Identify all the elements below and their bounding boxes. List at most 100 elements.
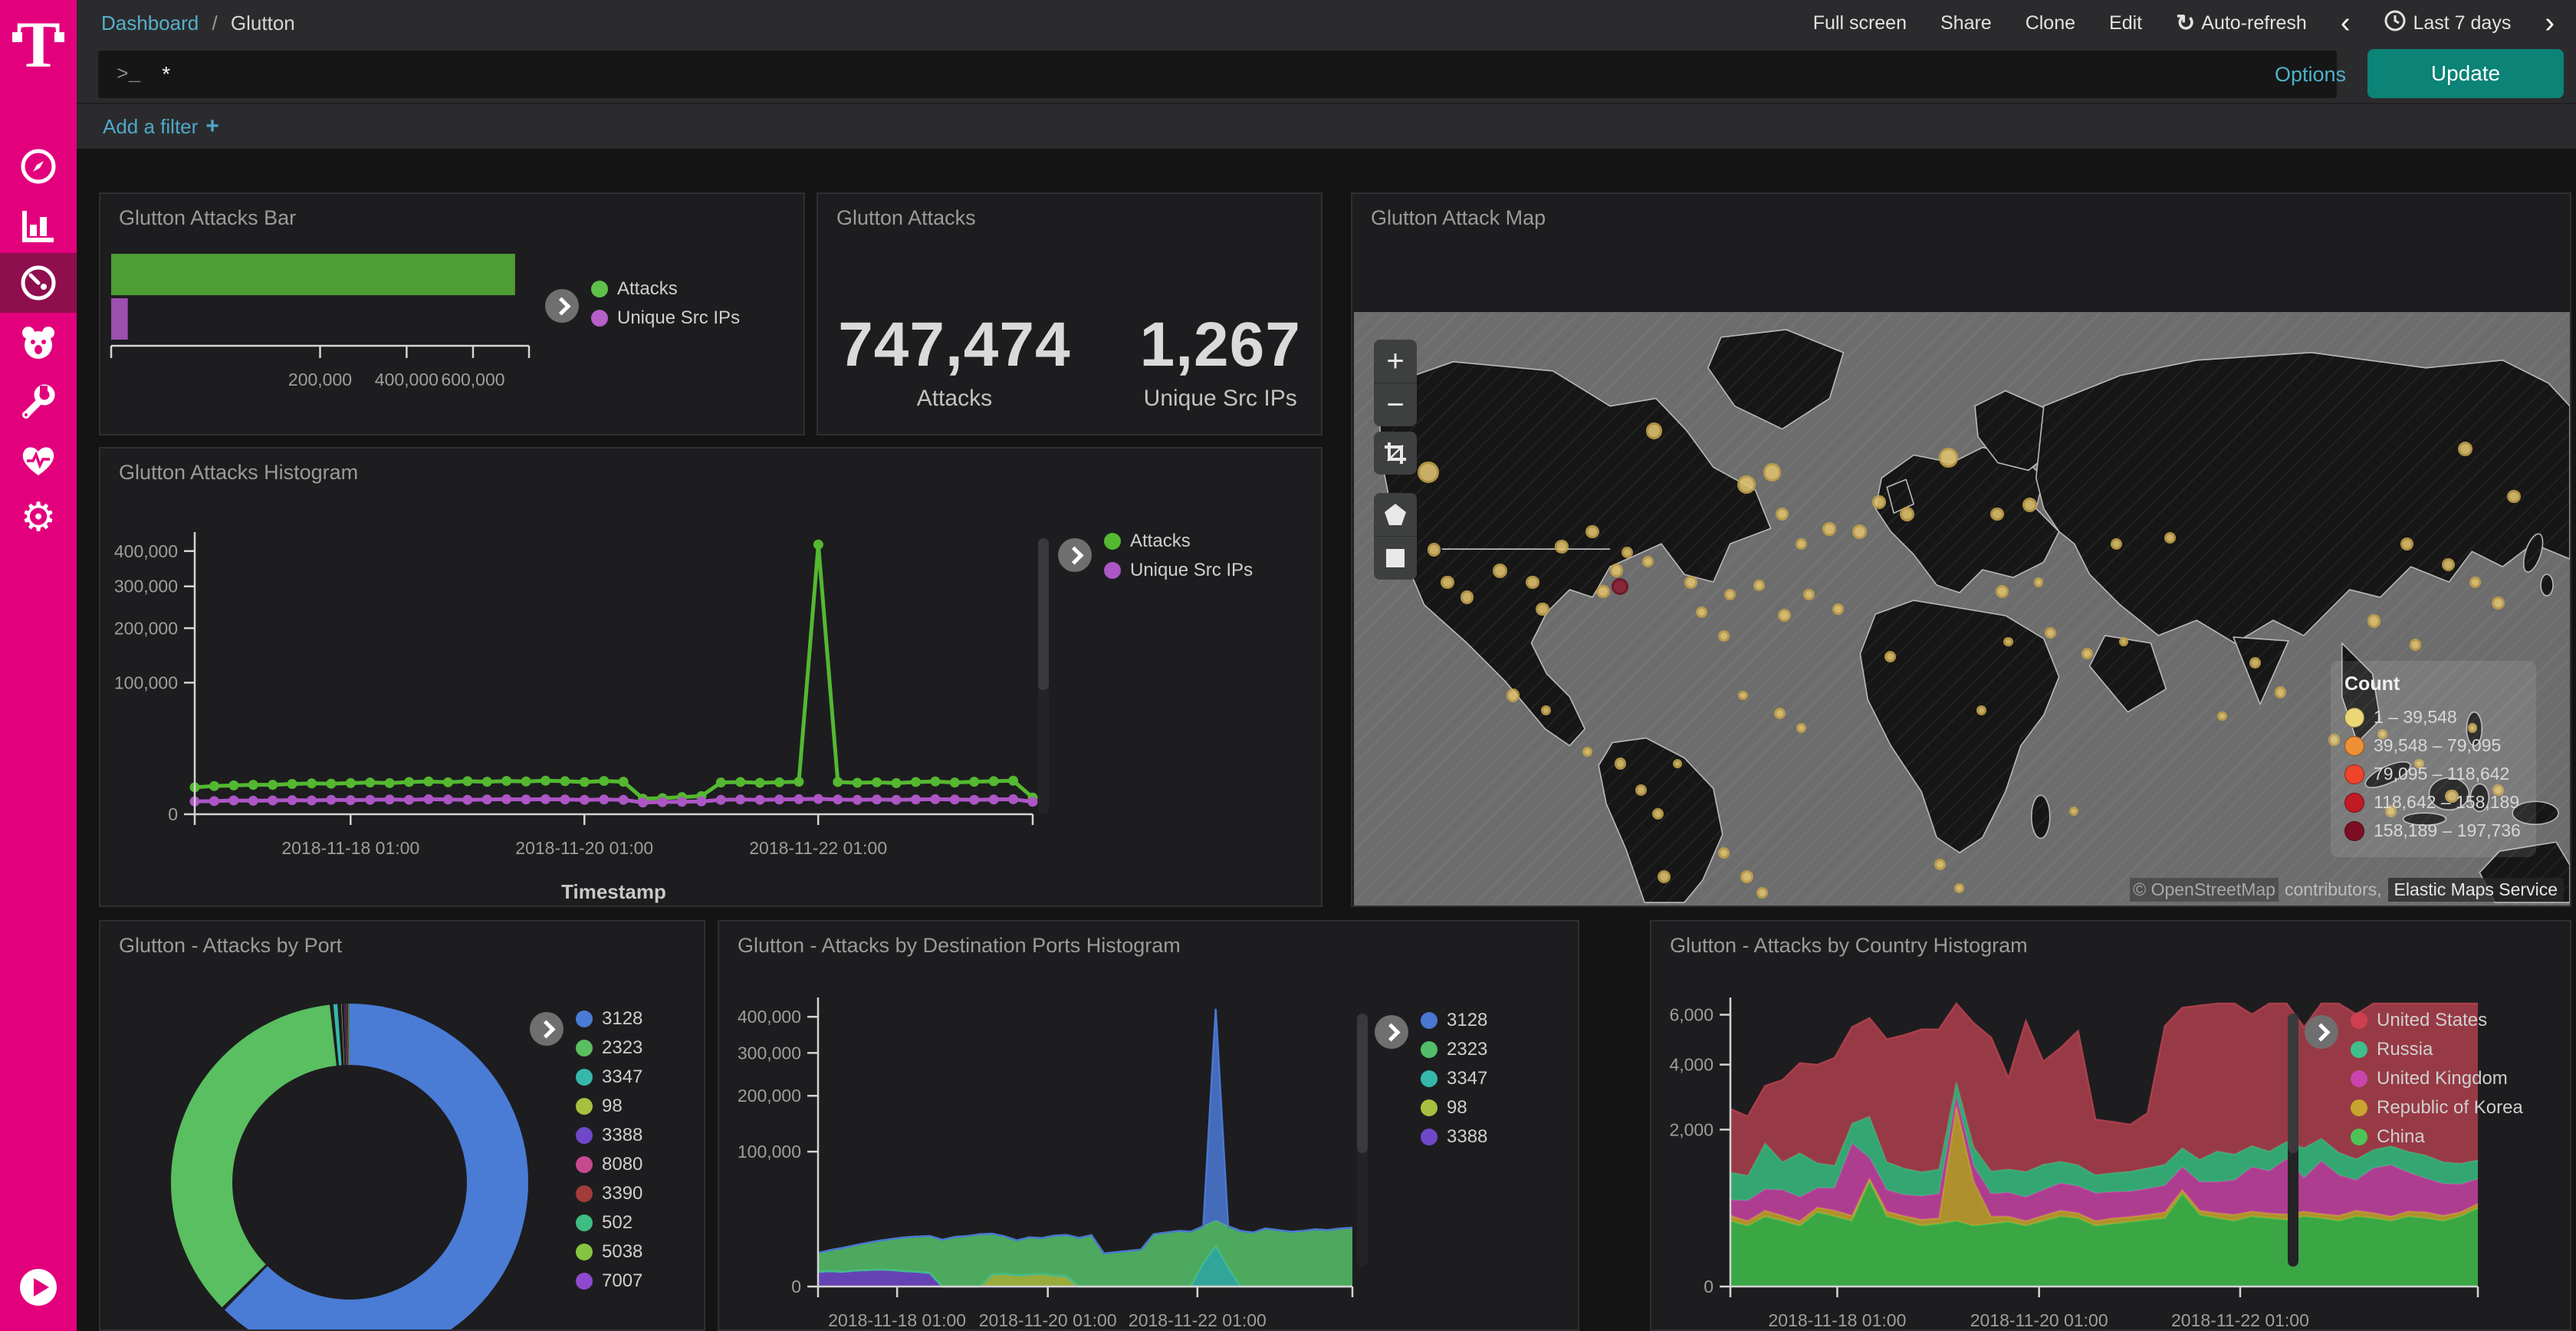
attacks-bar-chart[interactable]: 200,000400,000600,000	[108, 248, 637, 435]
attack-circle[interactable]	[2458, 442, 2472, 456]
attack-circle[interactable]	[2410, 639, 2421, 650]
clone-button[interactable]: Clone	[2026, 12, 2075, 35]
attack-circle[interactable]	[2507, 490, 2520, 503]
edit-button[interactable]: Edit	[2109, 12, 2142, 35]
attack-circle[interactable]	[1555, 540, 1568, 553]
zoom-in-button[interactable]: +	[1374, 340, 1417, 383]
search-input[interactable]	[160, 61, 2233, 87]
attack-circle[interactable]	[2034, 577, 2044, 587]
legend-item[interactable]: 502	[576, 1208, 642, 1237]
auto-refresh-button[interactable]: ↻ Auto-refresh	[2176, 10, 2307, 37]
attack-circle[interactable]	[1796, 723, 1806, 733]
attack-circle[interactable]	[1753, 580, 1765, 591]
legend-item[interactable]: 98	[1421, 1093, 1487, 1122]
polygon-draw-icon[interactable]	[1374, 493, 1417, 537]
attack-circle[interactable]	[2069, 807, 2079, 817]
rectangle-draw-icon[interactable]	[1374, 537, 1417, 580]
legend-item[interactable]: United States	[2351, 1006, 2523, 1035]
attack-circle[interactable]	[1934, 859, 1946, 870]
attack-circle[interactable]	[2469, 577, 2481, 588]
legend-toggle-button[interactable]	[2305, 1015, 2338, 1049]
attack-circle[interactable]	[1900, 507, 1914, 521]
osm-attribution[interactable]: © OpenStreetMap	[2130, 878, 2279, 902]
sidebar-item-management[interactable]: ⚙	[0, 488, 77, 547]
legend-item[interactable]: Unique Src IPs	[1104, 556, 1253, 585]
attack-circle[interactable]	[1763, 463, 1782, 481]
attack-circle[interactable]	[1796, 538, 1807, 550]
attack-circle[interactable]	[1852, 524, 1867, 539]
attack-circle[interactable]	[1460, 590, 1474, 603]
attack-circle[interactable]	[1822, 522, 1835, 535]
attack-circle[interactable]	[2442, 558, 2455, 571]
attack-circle[interactable]	[1615, 758, 1626, 769]
legend-toggle-button[interactable]	[1058, 538, 1092, 572]
attack-circle[interactable]	[2111, 538, 2122, 550]
legend-item[interactable]: 3347	[1421, 1064, 1487, 1093]
attack-circle[interactable]	[2492, 596, 2505, 610]
legend-item[interactable]: Attacks	[1104, 527, 1253, 556]
attack-circle[interactable]	[1428, 543, 1441, 556]
legend-scrollbar[interactable]	[2288, 1014, 2298, 1267]
legend-item[interactable]: Attacks	[591, 274, 740, 304]
attack-circle[interactable]	[1996, 585, 2009, 598]
legend-item[interactable]: 3390	[576, 1179, 642, 1208]
world-map[interactable]: + − Count 1 – 39,54839,548 – 79,09579,09…	[1354, 312, 2570, 906]
legend-item[interactable]: 7007	[576, 1267, 642, 1296]
time-forward-button[interactable]: ›	[2545, 8, 2555, 38]
attack-circle[interactable]	[1652, 808, 1664, 820]
attack-circle[interactable]	[1493, 564, 1507, 578]
attack-circle[interactable]	[1673, 759, 1683, 769]
legend-item[interactable]: United Kingdom	[2351, 1064, 2523, 1093]
legend-toggle-button[interactable]	[1375, 1015, 1408, 1049]
legend-item[interactable]: 2323	[1421, 1035, 1487, 1064]
attack-circle-high[interactable]	[1612, 578, 1628, 595]
time-back-button[interactable]: ‹	[2341, 8, 2351, 38]
attack-circle[interactable]	[1738, 691, 1748, 701]
search-input-box[interactable]: >_	[98, 51, 2337, 98]
attack-circle[interactable]	[2003, 637, 2013, 647]
attack-circle[interactable]	[1954, 883, 1964, 893]
attack-circle[interactable]	[2082, 648, 2093, 659]
attack-circle[interactable]	[1776, 508, 1789, 521]
attack-circle[interactable]	[1684, 576, 1697, 589]
sidebar-item-visualize[interactable]	[0, 196, 77, 256]
attack-circle[interactable]	[1740, 870, 1753, 883]
sidebar-collapse-button[interactable]	[0, 1257, 77, 1317]
legend-item[interactable]: 8080	[576, 1150, 642, 1179]
attack-circle[interactable]	[1778, 609, 1791, 622]
attack-circle[interactable]	[1724, 589, 1736, 600]
sidebar-item-dev-tools[interactable]	[0, 373, 77, 432]
legend-toggle-button[interactable]	[545, 289, 579, 323]
attack-circle[interactable]	[1832, 603, 1844, 615]
attack-circle[interactable]	[1718, 847, 1730, 859]
attack-circle[interactable]	[1718, 630, 1730, 642]
legend-item[interactable]: Unique Src IPs	[591, 304, 740, 333]
sidebar-item-monitoring[interactable]	[0, 431, 77, 491]
attack-circle[interactable]	[2249, 657, 2261, 669]
attack-circle[interactable]	[1803, 589, 1815, 600]
legend-item[interactable]: 2323	[576, 1034, 642, 1063]
attack-circle[interactable]	[1585, 525, 1598, 538]
attack-circle[interactable]	[1642, 556, 1654, 567]
legend-item[interactable]: Russia	[2351, 1035, 2523, 1064]
attack-circle[interactable]	[1774, 708, 1786, 719]
legend-item[interactable]: Republic of Korea	[2351, 1093, 2523, 1122]
attack-circle[interactable]	[1418, 462, 1439, 483]
attack-circle[interactable]	[1441, 576, 1454, 589]
legend-item[interactable]: 3128	[1421, 1006, 1487, 1035]
legend-item[interactable]: 5038	[576, 1237, 642, 1267]
zoom-out-button[interactable]: −	[1374, 383, 1417, 426]
attack-circle[interactable]	[2275, 686, 2286, 698]
sidebar-item-discover[interactable]	[0, 136, 77, 196]
attack-circle[interactable]	[2164, 532, 2176, 544]
legend-item[interactable]: 3388	[1421, 1122, 1487, 1152]
attack-circle[interactable]	[1622, 547, 1633, 558]
legend-item[interactable]: 98	[576, 1092, 642, 1121]
sidebar-item-timelion[interactable]	[0, 313, 77, 373]
legend-item[interactable]: 3388	[576, 1121, 642, 1150]
attack-circle[interactable]	[1635, 784, 1647, 796]
time-range-button[interactable]: Last 7 days	[2384, 9, 2511, 38]
attack-circle[interactable]	[1976, 705, 1986, 715]
attack-circle[interactable]	[1737, 475, 1756, 494]
port-donut-chart[interactable]	[169, 1002, 530, 1331]
